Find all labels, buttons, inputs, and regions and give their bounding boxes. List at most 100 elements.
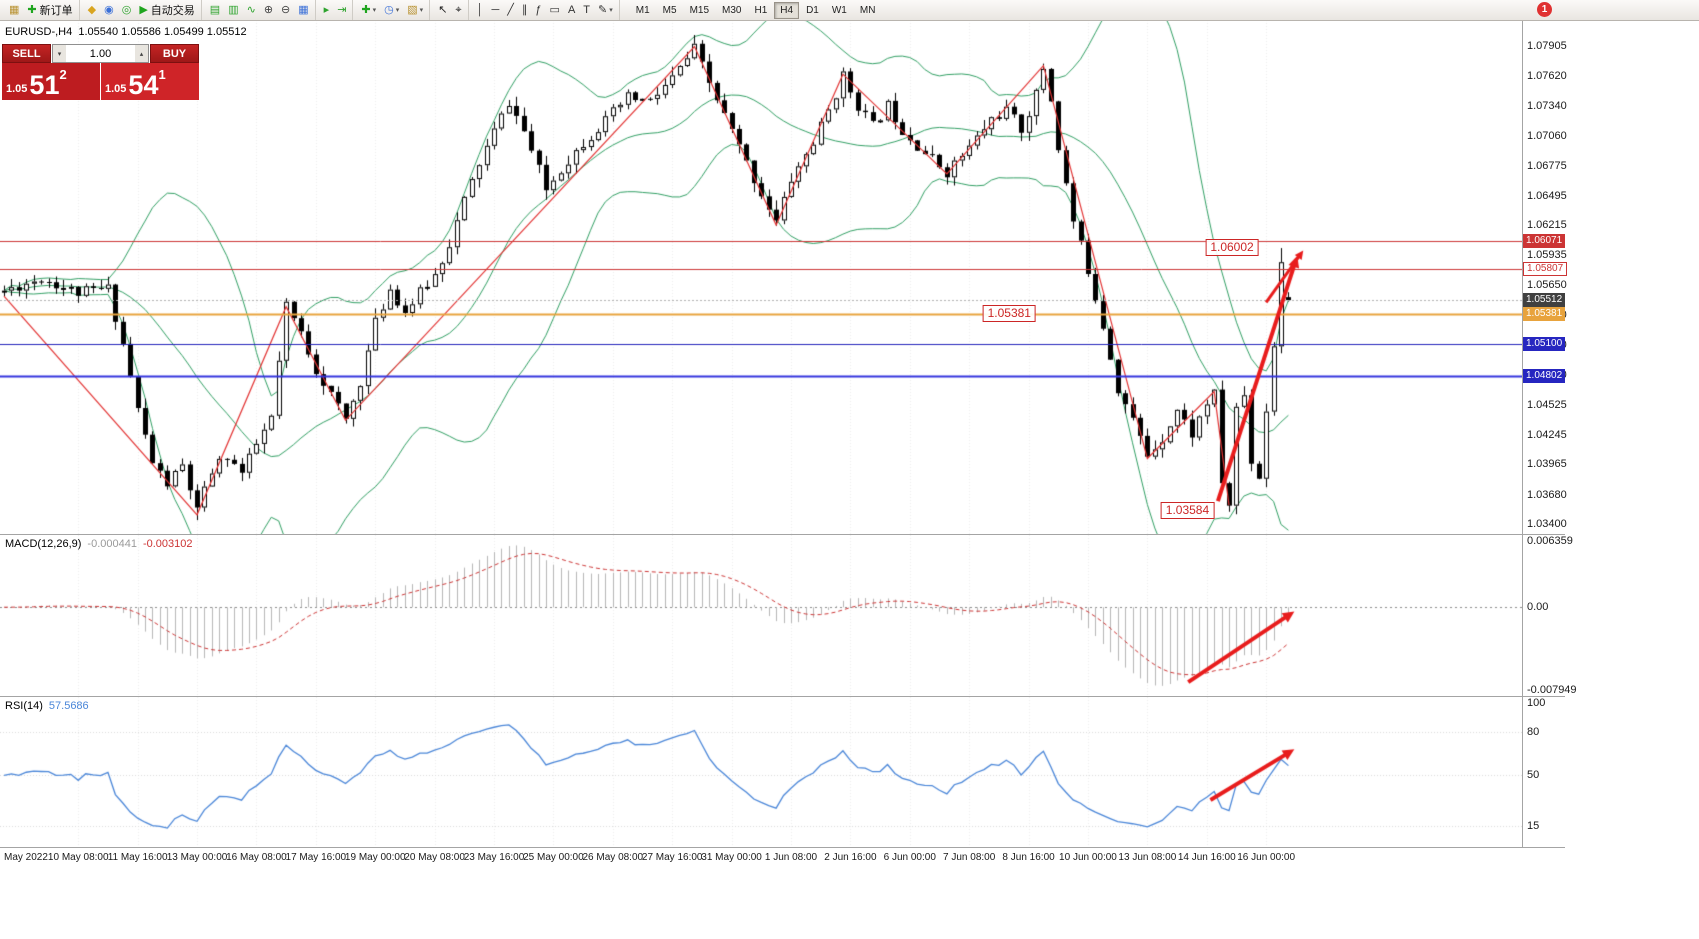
macd-panel-canvas[interactable]	[0, 535, 1522, 697]
line-chart-mode-button[interactable]: ∿	[243, 1, 260, 19]
chart-shift-button[interactable]: ⇥	[333, 1, 350, 19]
chart-annotation[interactable]: 1.06002	[1205, 239, 1259, 257]
time-axis-label: 27 May 16:00	[641, 852, 703, 863]
arrow-tools-button[interactable]: T	[579, 1, 594, 19]
symbol-info: EURUSD-,H4 1.05540 1.05586 1.05499 1.055…	[5, 26, 247, 38]
timeframe-mn-button[interactable]: MN	[859, 4, 876, 16]
channel-button[interactable]: ∥	[518, 1, 532, 19]
sell-price[interactable]: 1.05 51 2	[2, 63, 100, 100]
price-tag[interactable]: 1.05807	[1523, 261, 1568, 276]
candle-chart-mode-button[interactable]: ▥	[224, 1, 242, 19]
main-chart-canvas[interactable]	[0, 20, 1522, 535]
chevron-down-icon: ▾	[372, 7, 377, 14]
accounts-button[interactable]: ◉	[100, 1, 118, 19]
vertical-line-button[interactable]: │	[473, 1, 488, 19]
refresh-button[interactable]: ◎	[118, 1, 136, 19]
timeframe-m5-button[interactable]: M5	[662, 4, 677, 16]
zoom-out-button[interactable]: ⊖	[277, 1, 294, 19]
crosshair-icon: ⌖	[455, 4, 462, 16]
favorites-button[interactable]: ◆	[84, 1, 100, 19]
price-tag[interactable]: 1.04802	[1523, 368, 1566, 383]
draw-tools-button[interactable]: ✎ ▾	[594, 1, 617, 19]
chart-annotation[interactable]: 1.03584	[1160, 501, 1215, 519]
new-order-button[interactable]: ✚ 新订单	[23, 1, 76, 19]
periods-button[interactable]: ◷ ▾	[380, 1, 403, 19]
buy-price-sup: 1	[158, 67, 166, 82]
timeframe-m30-button[interactable]: M30	[722, 4, 742, 16]
time-axis-label: 7 Jun 08:00	[943, 852, 996, 863]
chevron-down-icon: ▾	[395, 7, 400, 14]
new-chart-button[interactable]: ▦	[5, 1, 23, 19]
sell-price-sup: 2	[59, 67, 67, 82]
panel-separator[interactable]	[0, 534, 1565, 535]
trendline-button[interactable]: ╱	[503, 1, 518, 19]
chart-shift-icon: ⇥	[337, 4, 347, 16]
price-axis-border	[1522, 20, 1523, 847]
cursor-icon: ↖	[438, 4, 448, 16]
rsi-panel-canvas[interactable]	[0, 697, 1522, 847]
time-axis-label: 26 May 08:00	[582, 852, 644, 863]
timeframe-w1-button[interactable]: W1	[831, 4, 847, 16]
buy-button[interactable]: BUY	[150, 44, 199, 63]
time-axis-label: 1 Jun 08:00	[764, 852, 818, 863]
time-axis-label: 10 Jun 00:00	[1059, 852, 1117, 863]
sell-button[interactable]: SELL	[2, 44, 51, 63]
volume-input[interactable]: ▾ 1.00 ▴	[52, 44, 149, 63]
time-axis-label: 31 May 00:00	[701, 852, 762, 863]
crosshair-button[interactable]: ⌖	[451, 1, 465, 19]
indicators-button[interactable]: ✚ ▾	[357, 1, 380, 19]
price-axis-label: 1.03965	[1527, 458, 1567, 471]
auto-trading-label: 自动交易	[150, 5, 195, 17]
time-axis-label: 6 Jun 00:00	[883, 852, 936, 863]
one-click-trading-panel: SELL ▾ 1.00 ▴ BUY 1.05 51 2 1.05 54 1	[2, 44, 199, 100]
macd-axis-label: 0.006359	[1527, 535, 1573, 547]
tile-windows-icon: ▦	[298, 4, 309, 16]
price-axis-label: 1.05650	[1527, 279, 1567, 292]
bar-chart-mode-button[interactable]: ▤	[206, 1, 224, 19]
accounts-icon: ◉	[104, 4, 114, 16]
notification-badge[interactable]: 1	[1537, 2, 1552, 17]
macd-value-main: -0.000441	[87, 538, 137, 550]
periods-icon: ◷	[384, 4, 394, 16]
line-chart-mode-icon: ∿	[246, 4, 256, 16]
price-axis-label: 1.07905	[1527, 40, 1567, 52]
time-axis-label: 23 May 16:00	[463, 852, 525, 863]
volume-decrease-button[interactable]: ▾	[53, 45, 66, 62]
timeframe-m1-button[interactable]: M1	[635, 4, 650, 16]
toolbar: ▦ ✚ 新订单 ◆ ◉ ◎ ▶ 自动交易 ▤ ▥ ∿ ⊕ ⊖ ▦ ▸ ⇥ ✚ ▾ ◷ ▾ ▧ ▾ ↖ ⌖ │ ─ ╱ ∥ ƒ ▭ A T ✎ ▾ …	[0, 0, 1699, 21]
price-tag[interactable]: 1.05100	[1523, 336, 1566, 351]
templates-button[interactable]: ▧ ▾	[403, 1, 427, 19]
timeframe-m15-button[interactable]: M15	[689, 4, 710, 16]
price-axis-label: 1.07060	[1527, 129, 1567, 142]
trendline-icon: ╱	[507, 4, 514, 16]
time-axis-label: 2 Jun 16:00	[824, 852, 877, 863]
time-axis-label: 11 May 16:00	[107, 852, 168, 863]
chart-annotation[interactable]: 1.05381	[982, 305, 1036, 323]
timeframe-h1-button[interactable]: H1	[754, 4, 768, 16]
fibonacci-button[interactable]: ƒ	[531, 1, 545, 19]
channel-icon: ∥	[521, 4, 528, 16]
text-label-button[interactable]: A	[564, 1, 579, 19]
price-tag[interactable]: 1.05381	[1523, 307, 1566, 322]
price-tag[interactable]: 1.05512	[1523, 293, 1566, 308]
panel-separator[interactable]	[0, 696, 1565, 697]
shapes-button[interactable]: ▭	[546, 1, 564, 19]
buy-price[interactable]: 1.05 54 1	[101, 63, 199, 100]
bar-chart-mode-icon: ▤	[209, 4, 221, 16]
timeframe-d1-button[interactable]: D1	[806, 4, 819, 16]
auto-scroll-button[interactable]: ▸	[320, 1, 334, 19]
horizontal-line-button[interactable]: ─	[487, 1, 503, 19]
timeframe-toolbar: M1 M5 M15 M30 H1 H4 D1 W1 MN	[630, 1, 882, 19]
timeframe-h4-button[interactable]: H4	[774, 1, 800, 19]
tile-windows-button[interactable]: ▦	[294, 1, 312, 19]
cursor-button[interactable]: ↖	[434, 1, 451, 19]
price-tag[interactable]: 1.06071	[1523, 233, 1566, 248]
volume-increase-button[interactable]: ▴	[135, 45, 148, 62]
new-chart-icon: ▦	[9, 4, 20, 16]
favorites-icon: ◆	[87, 4, 97, 16]
horizontal-line-icon: ─	[491, 4, 500, 16]
auto-trading-button[interactable]: ▶ 自动交易	[135, 1, 198, 19]
panel-separator	[0, 847, 1565, 848]
zoom-in-button[interactable]: ⊕	[260, 1, 277, 19]
